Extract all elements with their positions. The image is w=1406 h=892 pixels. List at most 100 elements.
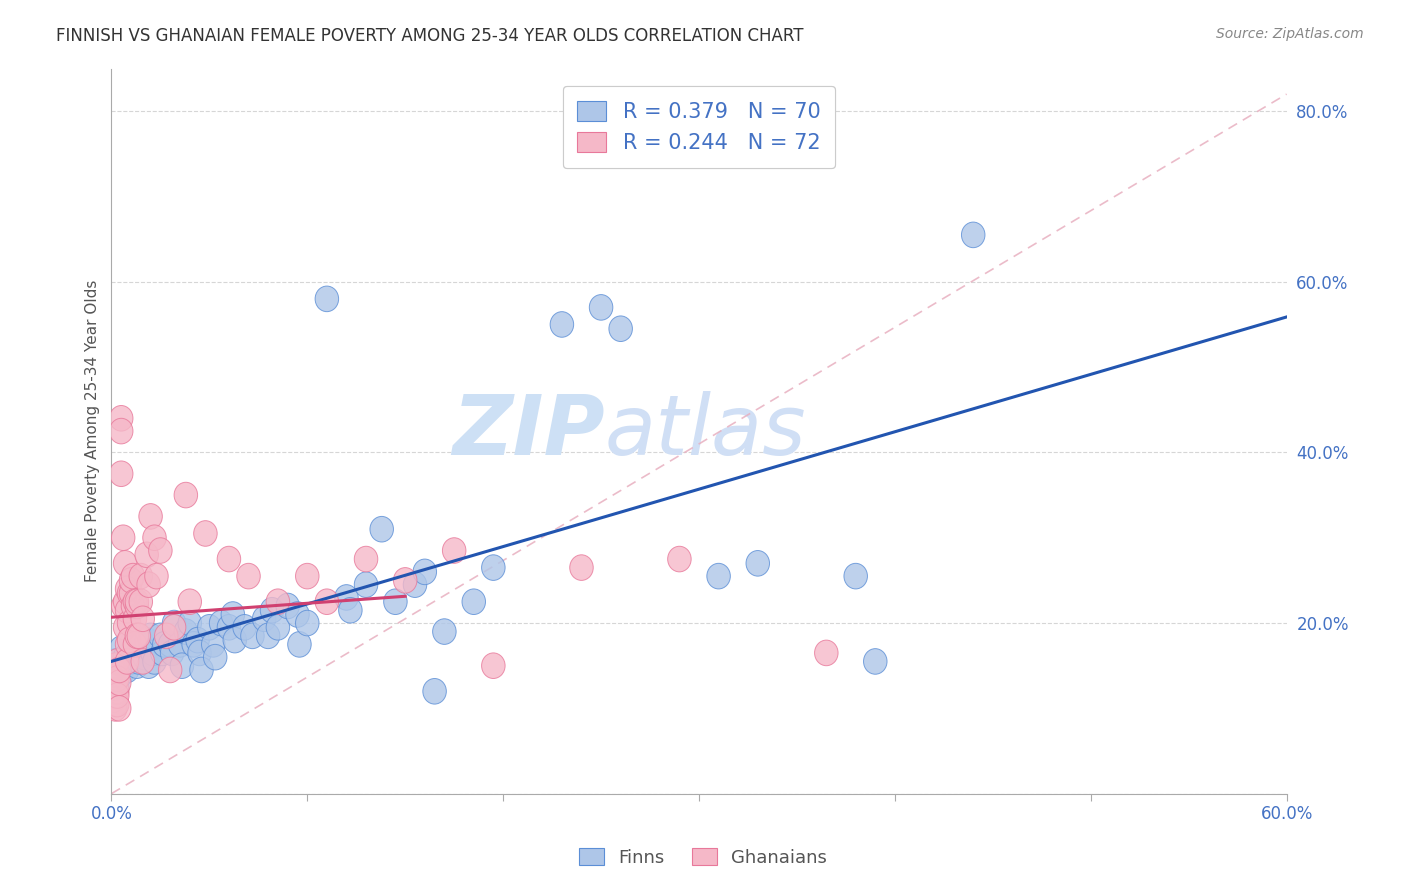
Ellipse shape	[209, 610, 233, 636]
Ellipse shape	[139, 623, 162, 648]
Ellipse shape	[354, 572, 378, 598]
Ellipse shape	[169, 632, 191, 657]
Ellipse shape	[127, 623, 150, 648]
Ellipse shape	[236, 564, 260, 589]
Ellipse shape	[190, 657, 214, 682]
Legend: Finns, Ghanaians: Finns, Ghanaians	[571, 841, 835, 874]
Ellipse shape	[104, 670, 127, 696]
Ellipse shape	[589, 294, 613, 320]
Ellipse shape	[217, 546, 240, 572]
Ellipse shape	[315, 589, 339, 615]
Ellipse shape	[181, 632, 205, 657]
Ellipse shape	[152, 632, 176, 657]
Ellipse shape	[120, 632, 143, 657]
Ellipse shape	[253, 606, 276, 632]
Ellipse shape	[117, 581, 141, 606]
Ellipse shape	[101, 687, 125, 713]
Ellipse shape	[105, 682, 129, 708]
Ellipse shape	[134, 644, 156, 670]
Ellipse shape	[814, 640, 838, 665]
Ellipse shape	[260, 598, 284, 623]
Ellipse shape	[143, 524, 166, 550]
Ellipse shape	[107, 696, 131, 721]
Ellipse shape	[217, 615, 240, 640]
Ellipse shape	[129, 589, 152, 615]
Ellipse shape	[115, 632, 139, 657]
Ellipse shape	[110, 418, 134, 444]
Ellipse shape	[125, 589, 149, 615]
Text: atlas: atlas	[605, 391, 807, 472]
Ellipse shape	[174, 619, 198, 644]
Ellipse shape	[240, 623, 264, 648]
Ellipse shape	[433, 619, 456, 644]
Ellipse shape	[162, 615, 186, 640]
Ellipse shape	[124, 644, 146, 670]
Ellipse shape	[463, 589, 485, 615]
Ellipse shape	[266, 589, 290, 615]
Ellipse shape	[443, 538, 465, 564]
Ellipse shape	[117, 627, 141, 653]
Ellipse shape	[413, 559, 436, 584]
Ellipse shape	[354, 546, 378, 572]
Ellipse shape	[962, 222, 986, 248]
Ellipse shape	[707, 564, 730, 589]
Ellipse shape	[609, 316, 633, 342]
Ellipse shape	[104, 648, 127, 674]
Ellipse shape	[747, 550, 769, 576]
Ellipse shape	[114, 550, 136, 576]
Ellipse shape	[131, 648, 155, 674]
Text: FINNISH VS GHANAIAN FEMALE POVERTY AMONG 25-34 YEAR OLDS CORRELATION CHART: FINNISH VS GHANAIAN FEMALE POVERTY AMONG…	[56, 27, 804, 45]
Ellipse shape	[423, 679, 446, 704]
Ellipse shape	[256, 623, 280, 648]
Ellipse shape	[124, 632, 146, 657]
Ellipse shape	[482, 555, 505, 581]
Ellipse shape	[114, 615, 136, 640]
Ellipse shape	[145, 564, 169, 589]
Ellipse shape	[115, 576, 139, 602]
Ellipse shape	[120, 648, 143, 674]
Ellipse shape	[394, 567, 418, 593]
Ellipse shape	[150, 640, 174, 665]
Ellipse shape	[105, 648, 129, 674]
Ellipse shape	[111, 593, 135, 619]
Ellipse shape	[198, 615, 221, 640]
Ellipse shape	[224, 627, 246, 653]
Ellipse shape	[170, 653, 194, 679]
Ellipse shape	[105, 691, 129, 717]
Ellipse shape	[482, 653, 505, 679]
Ellipse shape	[335, 584, 359, 610]
Ellipse shape	[159, 657, 181, 682]
Ellipse shape	[155, 623, 179, 648]
Ellipse shape	[370, 516, 394, 542]
Ellipse shape	[125, 653, 149, 679]
Ellipse shape	[117, 610, 141, 636]
Ellipse shape	[125, 593, 149, 619]
Ellipse shape	[104, 691, 127, 717]
Ellipse shape	[120, 581, 143, 606]
Ellipse shape	[105, 665, 129, 691]
Ellipse shape	[295, 610, 319, 636]
Ellipse shape	[186, 627, 209, 653]
Ellipse shape	[204, 644, 226, 670]
Ellipse shape	[115, 657, 139, 682]
Ellipse shape	[135, 627, 159, 653]
Y-axis label: Female Poverty Among 25-34 Year Olds: Female Poverty Among 25-34 Year Olds	[86, 280, 100, 582]
Ellipse shape	[121, 564, 145, 589]
Ellipse shape	[174, 483, 198, 508]
Ellipse shape	[104, 682, 127, 708]
Ellipse shape	[266, 615, 290, 640]
Ellipse shape	[295, 564, 319, 589]
Ellipse shape	[101, 665, 125, 691]
Ellipse shape	[143, 648, 166, 674]
Ellipse shape	[149, 538, 172, 564]
Ellipse shape	[194, 521, 217, 546]
Text: Source: ZipAtlas.com: Source: ZipAtlas.com	[1216, 27, 1364, 41]
Ellipse shape	[141, 640, 165, 665]
Ellipse shape	[288, 632, 311, 657]
Ellipse shape	[110, 406, 134, 431]
Ellipse shape	[129, 632, 152, 657]
Ellipse shape	[104, 696, 127, 721]
Ellipse shape	[136, 653, 160, 679]
Ellipse shape	[179, 610, 201, 636]
Ellipse shape	[135, 542, 159, 567]
